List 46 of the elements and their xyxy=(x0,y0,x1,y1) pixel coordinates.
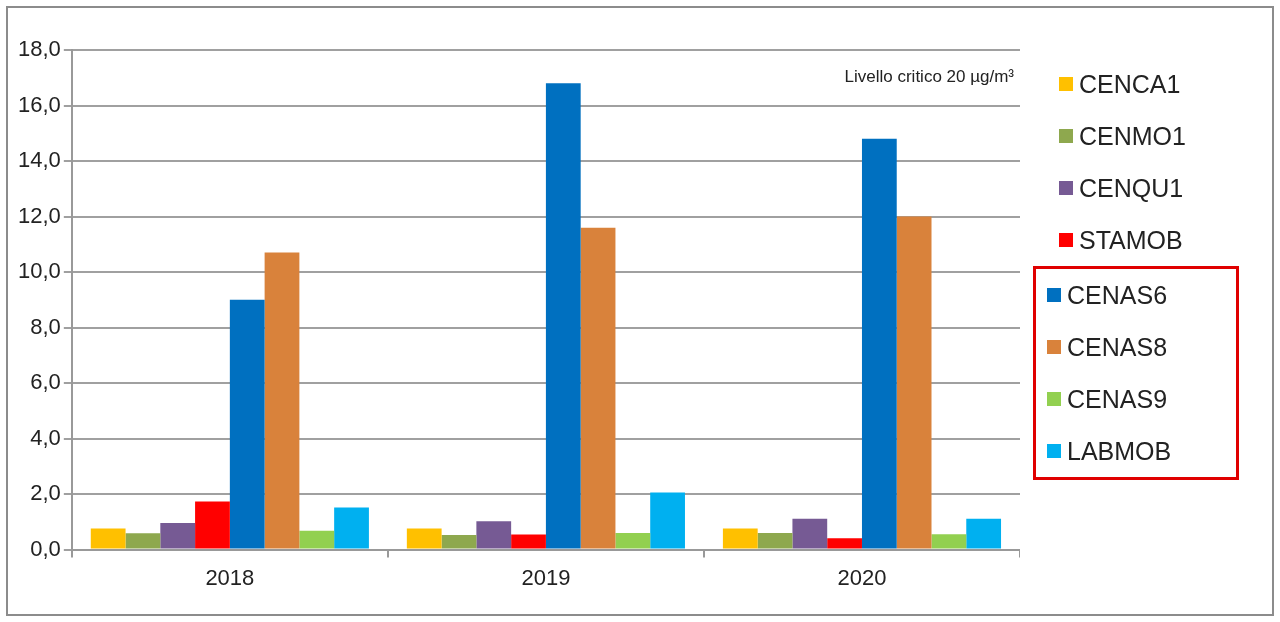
y-tick-label: 0,0 xyxy=(30,535,61,561)
y-tick-label: 14,0 xyxy=(17,147,61,173)
x-tick-label: 2018 xyxy=(205,564,255,590)
legend-label: CENAS6 xyxy=(1067,280,1168,310)
legend-label: LABMOB xyxy=(1067,436,1172,466)
x-tick-label: 2019 xyxy=(521,564,571,590)
legend-label: CENMO1 xyxy=(1079,121,1186,151)
bar xyxy=(861,138,897,549)
annotation: Livello critico 20 µg/m³ xyxy=(844,66,1015,86)
bar xyxy=(90,528,126,549)
bar xyxy=(125,533,161,549)
y-tick-label: 18,0 xyxy=(17,36,61,62)
legend-label: CENCA1 xyxy=(1079,69,1181,99)
y-tick-label: 4,0 xyxy=(30,424,61,450)
legend-label: STAMOB xyxy=(1079,225,1183,255)
y-tick-label: 2,0 xyxy=(30,480,61,506)
bar xyxy=(545,83,581,549)
y-tick-label: 6,0 xyxy=(30,369,61,395)
bar xyxy=(406,528,442,549)
bar xyxy=(580,227,616,549)
y-tick-label: 10,0 xyxy=(17,258,61,284)
bar xyxy=(299,530,335,549)
legend-label: CENAS8 xyxy=(1067,332,1168,362)
bar xyxy=(160,522,196,549)
bar xyxy=(757,532,793,549)
bar xyxy=(792,518,828,549)
bar xyxy=(441,534,477,549)
y-tick-label: 16,0 xyxy=(17,91,61,117)
bar xyxy=(931,534,967,549)
bar xyxy=(896,216,932,549)
bar xyxy=(511,534,546,549)
bar xyxy=(722,528,758,549)
bar xyxy=(476,521,512,549)
bar xyxy=(334,507,369,549)
y-tick-label: 12,0 xyxy=(17,202,61,228)
legend-label: CENAS9 xyxy=(1067,384,1168,414)
bar xyxy=(264,252,300,549)
bar xyxy=(650,492,685,549)
y-tick-label: 8,0 xyxy=(30,313,61,339)
legend-label: CENQU1 xyxy=(1079,173,1184,203)
bar xyxy=(615,532,651,549)
bar xyxy=(827,538,862,549)
bar xyxy=(229,299,265,549)
bar xyxy=(966,518,1002,549)
bar xyxy=(195,501,230,549)
x-tick-label: 2020 xyxy=(837,564,887,590)
